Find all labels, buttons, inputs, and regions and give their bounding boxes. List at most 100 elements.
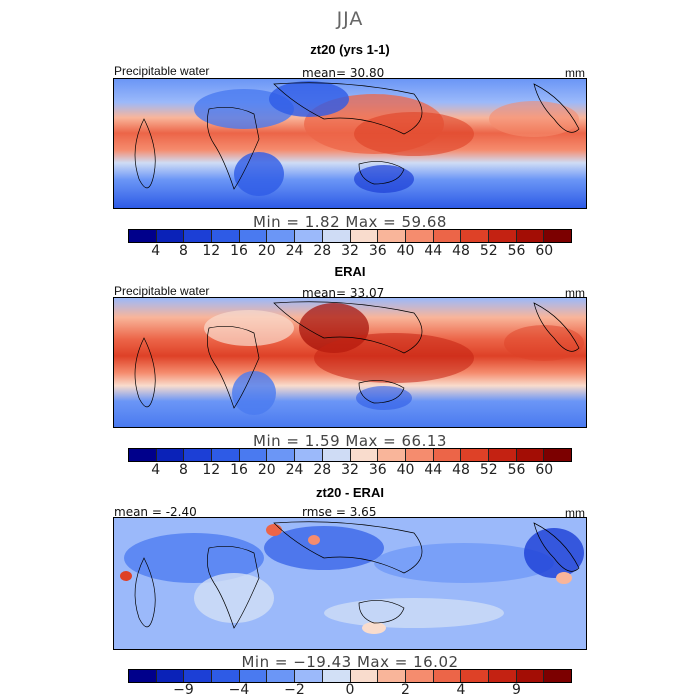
panel-2-colorbar-tick-label: 28 [313,462,332,478]
panel-3-colorbar-cell [156,670,185,682]
panel-1-colorbar-cell [433,230,462,242]
panel-1-colorbar-cell [267,230,296,242]
panel-3-colorbar-cell [516,670,545,682]
panel-3-colorbar-cell [544,670,571,682]
panel-1-colorbar-cell [156,230,185,242]
panel-1-colorbar-tick-label: 44 [424,243,443,259]
panel-2-colorbar-cell [544,449,571,461]
panel-1-colorbar-tick-label: 40 [396,243,415,259]
panel-2-colorbar-cell [405,449,434,461]
panel-2-colorbar-cell [488,449,517,461]
panel-3-colorbar-cell [267,670,296,682]
panel-1-colorbar-cell [239,230,268,242]
panel-2-colorbar-cell [267,449,296,461]
panel-2-colorbar-tick-label: 48 [452,462,470,478]
panel-2-colorbar-cell [212,449,240,461]
panel-2-colorbar-cell [322,449,351,461]
panel-1-colorbar-tick-label: 56 [507,243,526,259]
panel-1-map [113,78,587,209]
panel-2-map [113,297,587,428]
panel-2-colorbar-cell [184,449,213,461]
panel-1-colorbar-cell [129,230,157,242]
panel-3-mean-label: mean = -2.40 [114,505,197,519]
panel-3-minmax: Min = −19.43 Max = 16.02 [241,653,459,671]
panel-3-colorbar-cell [461,670,489,682]
panel-2-colorbar-cell [461,449,489,461]
panel-1-colorbar-tick-label: 20 [257,243,276,259]
panel-2-colorbar-tick-label: 60 [535,462,554,478]
panel-2-colorbar-cell [516,449,545,461]
panel-1-colorbar-cell [378,230,406,242]
panel-3-colorbar-tick-label: −9 [173,682,194,698]
panel-1-colorbar-cell [184,230,213,242]
panel-3-colorbar-cell [433,670,462,682]
panel-3-colorbar-tick-label: 4 [456,682,466,698]
panel-2-colorbar-cell [129,449,157,461]
panel-1-map-svg [114,79,586,208]
panel-3-units-label: mm [565,506,585,520]
panel-1-variable-label: Precipitable water [114,64,210,78]
panel-1-colorbar-tick-label: 24 [285,243,304,259]
panel-3-map-svg [114,518,586,649]
panel-2-colorbar-tick-label: 24 [285,462,304,478]
panel-1-minmax: Min = 1.82 Max = 59.68 [253,213,447,231]
panel-2-colorbar [128,448,572,462]
panel-2-colorbar-cell [156,449,185,461]
panel-1-colorbar-tick-label: 48 [452,243,470,259]
panel-2-colorbar-cell [239,449,268,461]
panel-1-colorbar-cell [461,230,489,242]
panel-3-colorbar-cell [184,670,213,682]
panel-3-title: zt20 - ERAI [316,485,384,500]
panel-2-colorbar-cell [295,449,323,461]
panel-1-colorbar-tick-label: 8 [179,243,188,259]
panel-1-colorbar-cell [544,230,571,242]
panel-3-colorbar-tick-label: 9 [512,682,521,698]
panel-2-colorbar-tick-label: 4 [151,462,161,478]
panel-1-mean-label: mean= 30.80 [302,66,385,80]
panel-2-map-svg [114,298,586,427]
panel-2-colorbar-tick-label: 12 [202,462,221,478]
panel-3-colorbar-cell [239,670,268,682]
panel-1-colorbar-cell [212,230,240,242]
panel-1-colorbar-tick-label: 36 [368,243,387,259]
panel-2-colorbar-tick-label: 56 [507,462,526,478]
panel-1-title: zt20 (yrs 1-1) [310,42,390,57]
panel-2-colorbar-tick-label: 32 [341,462,359,478]
panel-3-colorbar [128,669,572,683]
panel-1-colorbar-tick-label: 28 [313,243,332,259]
panel-2-colorbar-tick-label: 44 [424,462,443,478]
panel-2-colorbar-tick-label: 36 [368,462,387,478]
panel-2-colorbar-cell [350,449,379,461]
panel-1-units-label: mm [565,66,585,80]
panel-2-mean-label: mean= 33.07 [302,286,385,300]
panel-2-title: ERAI [334,264,366,279]
panel-1-colorbar-tick-label: 16 [230,243,248,259]
panel-2-minmax: Min = 1.59 Max = 66.13 [253,432,447,450]
panel-3-colorbar-cell [488,670,517,682]
panel-2-variable-label: Precipitable water [114,284,210,298]
panel-1-colorbar-cell [488,230,517,242]
panel-2-colorbar-cell [378,449,406,461]
panel-1-colorbar-tick-label: 52 [479,243,498,259]
panel-2-colorbar-cell [433,449,462,461]
panel-3-colorbar-tick-label: 0 [345,682,355,698]
panel-1-colorbar-cell [405,230,434,242]
panel-1-colorbar-tick-label: 32 [341,243,359,259]
panel-3-colorbar-cell [212,670,240,682]
panel-1-colorbar-cell [322,230,351,242]
panel-3-rmse-label: rmse = 3.65 [302,505,377,519]
panel-2-units-label: mm [565,286,585,300]
panel-2-colorbar-tick-label: 8 [179,462,188,478]
panel-3-map [113,517,587,650]
panel-2-colorbar-tick-label: 20 [257,462,276,478]
panel-1-colorbar-tick-label: 12 [202,243,221,259]
panel-1-colorbar-tick-label: 4 [151,243,161,259]
panel-3-colorbar-cell [322,670,351,682]
panel-3-colorbar-tick-label: −2 [284,682,305,698]
panel-1-colorbar-cell [350,230,379,242]
panel-1-colorbar-tick-label: 60 [535,243,554,259]
panel-2-colorbar-tick-label: 52 [479,462,498,478]
panel-1-colorbar-cell [295,230,323,242]
panel-3-colorbar-tick-label: 2 [401,682,410,698]
panel-3-colorbar-cell [350,670,379,682]
